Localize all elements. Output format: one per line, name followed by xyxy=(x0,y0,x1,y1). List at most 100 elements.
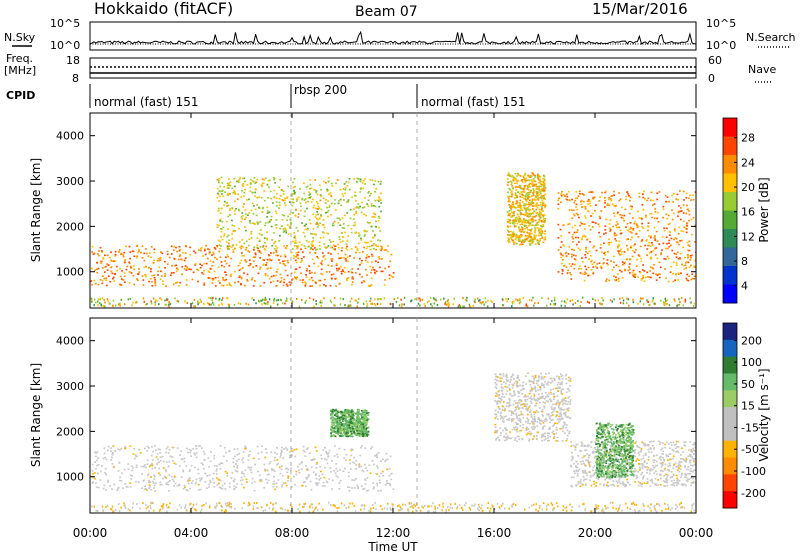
heatmap-cell xyxy=(602,465,605,468)
heatmap-cell xyxy=(95,486,98,488)
heatmap-cell xyxy=(513,211,516,213)
heatmap-cell xyxy=(389,484,392,487)
heatmap-cell xyxy=(231,207,234,209)
heatmap-cell xyxy=(213,465,216,467)
heatmap-cell xyxy=(541,204,544,206)
heatmap-cell xyxy=(236,483,239,485)
heatmap-cell xyxy=(228,248,231,250)
heatmap-cell xyxy=(615,464,617,466)
heatmap-cell xyxy=(156,463,159,466)
heatmap-cell xyxy=(600,251,603,253)
heatmap-cell xyxy=(320,208,323,211)
heatmap-cell xyxy=(642,303,645,306)
heatmap-cell xyxy=(620,216,623,219)
heatmap-cell xyxy=(656,211,659,214)
heatmap-cell xyxy=(351,487,353,489)
heatmap-cell xyxy=(344,467,346,470)
heatmap-cell xyxy=(325,285,327,287)
heatmap-cell xyxy=(564,252,567,255)
heatmap-cell xyxy=(619,301,622,304)
heatmap-cell xyxy=(135,466,138,469)
heatmap-cell xyxy=(534,199,537,201)
heatmap-cell xyxy=(626,481,629,483)
heatmap-cell xyxy=(303,199,306,201)
heatmap-cell xyxy=(372,486,375,489)
heatmap-cell xyxy=(311,258,314,261)
heatmap-cell xyxy=(534,231,536,234)
heatmap-cell xyxy=(684,256,686,259)
heatmap-cell xyxy=(681,484,684,487)
heatmap-cell xyxy=(265,302,267,305)
heatmap-cell xyxy=(553,303,555,306)
heatmap-cell xyxy=(241,479,244,481)
heatmap-cell xyxy=(659,473,662,476)
heatmap-cell xyxy=(233,465,235,468)
heatmap-cell xyxy=(372,215,375,218)
heatmap-cell xyxy=(331,460,333,462)
heatmap-cell xyxy=(673,228,676,230)
heatmap-cell xyxy=(149,465,151,468)
heatmap-cell xyxy=(116,270,119,272)
heatmap-cell xyxy=(160,483,163,486)
heatmap-cell xyxy=(258,250,261,252)
heatmap-cell xyxy=(248,198,250,201)
heatmap-cell xyxy=(351,281,354,283)
heatmap-cell xyxy=(628,304,630,307)
heatmap-cell xyxy=(249,450,251,453)
heatmap-cell xyxy=(572,241,574,243)
heatmap-cell xyxy=(384,484,387,486)
heatmap-cell xyxy=(536,206,539,209)
heatmap-cell xyxy=(544,232,546,235)
heatmap-cell xyxy=(649,470,652,472)
heatmap-cell xyxy=(297,245,300,247)
heatmap-cell xyxy=(118,461,121,464)
heatmap-cell xyxy=(211,478,214,480)
heatmap-cell xyxy=(306,447,309,449)
heatmap-cell xyxy=(521,240,523,243)
heatmap-cell xyxy=(131,304,133,307)
heatmap-cell xyxy=(601,458,604,461)
heatmap-cell xyxy=(516,201,519,203)
heatmap-cell xyxy=(509,404,512,407)
heatmap-cell xyxy=(531,181,534,183)
heatmap-cell xyxy=(591,452,594,454)
heatmap-cell xyxy=(518,228,521,230)
heatmap-cell xyxy=(226,253,229,256)
heatmap-cell xyxy=(682,458,685,461)
heatmap-cell xyxy=(321,301,323,304)
heatmap-cell xyxy=(612,472,615,475)
heatmap-cell xyxy=(227,194,230,196)
heatmap-cell xyxy=(646,248,649,250)
heatmap-cell xyxy=(101,465,103,467)
heatmap-cell xyxy=(637,236,640,238)
heatmap-cell xyxy=(266,237,268,240)
heatmap-cell xyxy=(317,265,320,268)
heatmap-cell xyxy=(495,431,498,434)
heatmap-cell xyxy=(573,258,576,260)
heatmap-cell xyxy=(143,266,146,269)
heatmap-cell xyxy=(229,214,231,216)
heatmap-cell xyxy=(265,264,267,266)
heatmap-cell xyxy=(215,297,217,300)
heatmap-cell xyxy=(226,475,229,477)
heatmap-cell xyxy=(364,197,366,199)
heatmap-cell xyxy=(361,259,363,262)
heatmap-cell xyxy=(611,300,613,303)
heatmap-cell xyxy=(677,210,680,213)
heatmap-cell xyxy=(523,230,526,233)
heatmap-cell xyxy=(315,207,317,210)
heatmap-cell xyxy=(294,276,296,279)
heatmap-cell xyxy=(647,197,650,199)
heatmap-cell xyxy=(137,251,139,254)
heatmap-cell xyxy=(642,297,644,300)
heatmap-cell xyxy=(633,470,636,473)
heatmap-cell xyxy=(291,301,293,304)
heatmap-cell xyxy=(105,489,107,491)
heatmap-cell xyxy=(533,210,536,213)
heatmap-cell xyxy=(523,177,525,180)
heatmap-cell xyxy=(594,222,597,224)
heatmap-cell xyxy=(594,265,597,268)
heatmap-cell xyxy=(319,222,322,224)
heatmap-cell xyxy=(669,447,671,450)
heatmap-cell xyxy=(254,280,256,282)
